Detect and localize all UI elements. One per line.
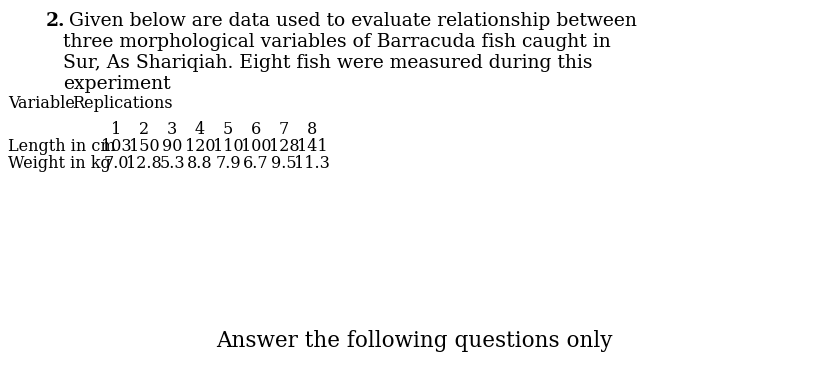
- Text: three morphological variables of Barracuda fish caught in: three morphological variables of Barracu…: [63, 33, 610, 51]
- Text: Sur, As Shariqiah. Eight fish were measured during this: Sur, As Shariqiah. Eight fish were measu…: [63, 54, 592, 72]
- Text: 100: 100: [241, 138, 271, 155]
- Text: 3: 3: [167, 121, 177, 138]
- Text: Length in cm: Length in cm: [8, 138, 116, 155]
- Text: 6: 6: [251, 121, 261, 138]
- Text: 8: 8: [307, 121, 317, 138]
- Text: 141: 141: [296, 138, 327, 155]
- Text: Variable: Variable: [8, 95, 74, 112]
- Text: 6.7: 6.7: [243, 155, 269, 172]
- Text: 120: 120: [184, 138, 215, 155]
- Text: Weight in kg: Weight in kg: [8, 155, 111, 172]
- Text: 5: 5: [222, 121, 233, 138]
- Text: 128: 128: [269, 138, 299, 155]
- Text: 2.: 2.: [46, 12, 65, 30]
- Text: 1: 1: [111, 121, 121, 138]
- Text: 2: 2: [139, 121, 149, 138]
- Text: 90: 90: [161, 138, 182, 155]
- Text: 4: 4: [194, 121, 205, 138]
- Text: 7.9: 7.9: [215, 155, 241, 172]
- Text: 7.0: 7.0: [103, 155, 128, 172]
- Text: 8.8: 8.8: [187, 155, 213, 172]
- Text: 11.3: 11.3: [294, 155, 329, 172]
- Text: 9.5: 9.5: [271, 155, 296, 172]
- Text: 12.8: 12.8: [126, 155, 162, 172]
- Text: Replications: Replications: [72, 95, 172, 112]
- Text: 5.3: 5.3: [159, 155, 184, 172]
- Text: 110: 110: [213, 138, 243, 155]
- Text: 7: 7: [279, 121, 289, 138]
- Text: Given below are data used to evaluate relationship between: Given below are data used to evaluate re…: [63, 12, 636, 30]
- Text: experiment: experiment: [63, 75, 170, 93]
- Text: 103: 103: [101, 138, 131, 155]
- Text: Answer the following questions only: Answer the following questions only: [216, 330, 611, 352]
- Text: 150: 150: [128, 138, 159, 155]
